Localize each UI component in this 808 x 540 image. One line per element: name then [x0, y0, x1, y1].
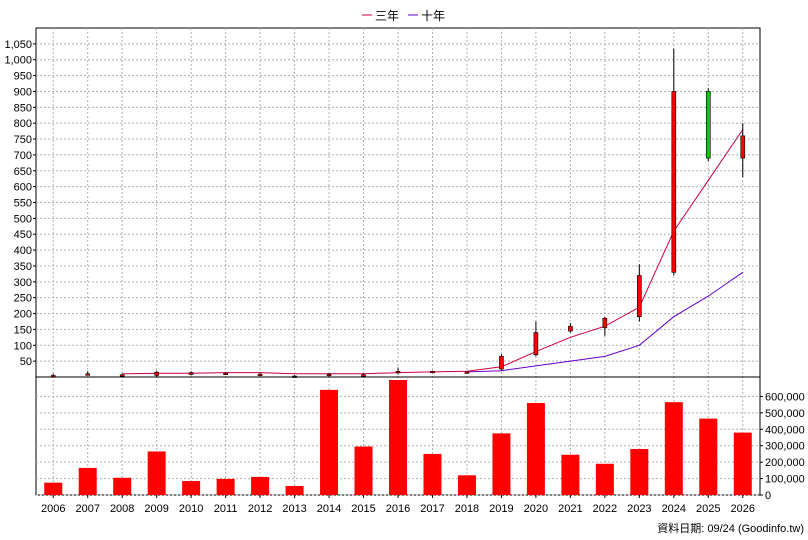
price-tick-label: 350 — [14, 261, 32, 273]
price-tick-label: 500 — [14, 213, 32, 225]
volume-tick-label: 300,000 — [765, 441, 805, 453]
volume-bar — [561, 454, 580, 495]
volume-tick-label: 400,000 — [765, 424, 805, 436]
volume-bar — [147, 451, 166, 495]
x-tick-label: 2007 — [75, 503, 99, 515]
candle-body — [705, 91, 711, 159]
x-axis: 2006 2007 2008 2009 2010 2011 2012 2013 2014 2015… — [41, 495, 755, 515]
x-tick-label: 2025 — [696, 503, 720, 515]
candle-body — [533, 332, 539, 356]
x-tick-label: 2016 — [386, 503, 410, 515]
candle-body — [637, 275, 642, 318]
price-tick-label: 750 — [14, 134, 32, 146]
volume-bar — [320, 389, 339, 495]
volume-tick-label: 600,000 — [765, 391, 805, 403]
volume-panel: 0 100,000 200,000 300,000 400,000 500,000 600,… — [35, 376, 805, 502]
candle-body — [326, 373, 332, 376]
volume-bar — [354, 446, 373, 495]
price-tick-label: 1,050 — [4, 39, 32, 51]
candle-body — [395, 370, 401, 374]
volume-tick-label: 500,000 — [765, 408, 805, 420]
x-tick-label: 2019 — [489, 503, 513, 515]
candle-body — [430, 370, 435, 374]
price-tick-label: 600 — [14, 182, 32, 194]
volume-tick-label: 100,000 — [765, 474, 805, 486]
volume-bar — [285, 485, 304, 495]
price-tick-label: 150 — [14, 324, 32, 336]
candle-body — [568, 325, 573, 332]
price-tick-label: 250 — [14, 293, 32, 305]
x-tick-label: 2026 — [731, 503, 755, 515]
x-tick-label: 2023 — [627, 503, 651, 515]
price-tick-label: 700 — [14, 150, 32, 162]
price-tick-label: 550 — [14, 198, 32, 210]
candle-body — [671, 91, 677, 273]
legend: 三年 十年 — [362, 9, 445, 23]
volume-bar — [492, 433, 511, 495]
volume-bar — [733, 432, 752, 495]
price-panel: 50 100 150 200 250 300 350 400 450 500 550 600 650 70… — [4, 27, 761, 495]
price-tick-label: 100 — [14, 340, 32, 352]
candle-body — [188, 372, 194, 375]
x-tick-label: 2008 — [110, 503, 134, 515]
candle-body — [740, 135, 746, 159]
volume-bar — [457, 475, 476, 495]
x-tick-label: 2022 — [593, 503, 617, 515]
x-tick-label: 2021 — [558, 503, 582, 515]
volume-tick-label: 0 — [765, 490, 771, 502]
x-tick-label: 2012 — [248, 503, 272, 515]
candle-body — [361, 374, 366, 377]
candle-body — [119, 374, 125, 377]
price-tick-label: 400 — [14, 245, 32, 257]
x-tick-label: 2017 — [420, 503, 444, 515]
candle-body — [602, 318, 608, 329]
volume-bar — [595, 463, 614, 495]
volume-bar — [630, 449, 649, 495]
price-tick-label: 1,000 — [4, 55, 32, 67]
volume-bar — [423, 453, 442, 495]
volume-bar — [113, 477, 132, 495]
x-tick-label: 2020 — [524, 503, 548, 515]
volume-bar — [699, 418, 718, 495]
ma-10yr-line — [466, 271, 744, 373]
candle-body — [154, 371, 159, 376]
x-tick-label: 2024 — [662, 503, 686, 515]
volume-bar — [664, 402, 683, 495]
candle-body — [223, 372, 228, 375]
x-tick-label: 2014 — [317, 503, 341, 515]
x-tick-label: 2010 — [179, 503, 203, 515]
volume-bar — [78, 467, 97, 495]
volume-bar — [216, 478, 235, 495]
price-tick-label: 850 — [14, 102, 32, 114]
price-tick-label: 800 — [14, 118, 32, 130]
volume-bar — [44, 482, 63, 495]
volume-bar — [251, 476, 270, 495]
price-tick-label: 950 — [14, 71, 32, 83]
legend-10yr-label: 十年 — [421, 9, 445, 23]
candle-body — [464, 371, 470, 374]
volume-bar — [526, 403, 545, 495]
price-tick-label: 300 — [14, 277, 32, 289]
volume-tick-label: 200,000 — [765, 457, 805, 469]
x-tick-label: 2011 — [214, 503, 238, 515]
price-tick-label: 200 — [14, 309, 32, 321]
price-tick-label: 50 — [20, 356, 32, 368]
price-tick-label: 450 — [14, 229, 32, 241]
price-tick-label: 900 — [14, 86, 32, 98]
price-tick-label: 650 — [14, 166, 32, 178]
volume-bar — [389, 380, 407, 495]
x-tick-label: 2009 — [144, 503, 168, 515]
x-tick-label: 2015 — [351, 503, 375, 515]
legend-3yr-label: 三年 — [375, 9, 399, 23]
x-tick-label: 2006 — [41, 503, 65, 515]
candle-body — [257, 373, 263, 376]
x-tick-label: 2018 — [455, 503, 479, 515]
candle-body — [499, 356, 504, 370]
volume-bar — [182, 481, 201, 495]
footer-note: 資料日期: 09/24 (Goodinfo.tw) — [657, 521, 804, 535]
x-tick-label: 2013 — [282, 503, 306, 515]
candle-body — [85, 373, 91, 376]
